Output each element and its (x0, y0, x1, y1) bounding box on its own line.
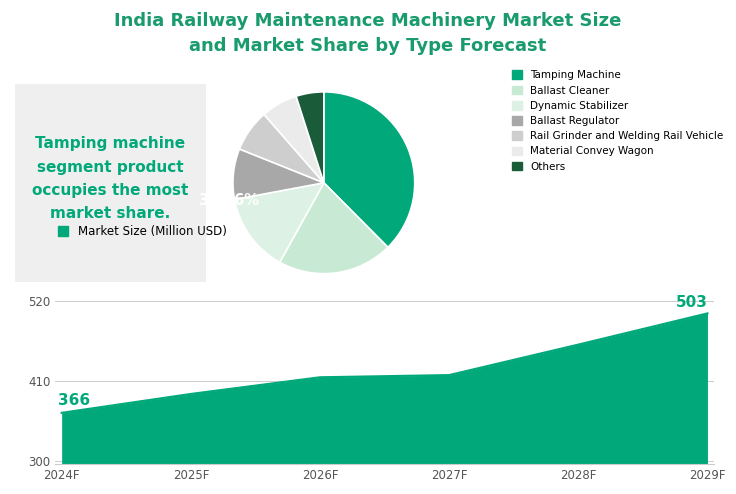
Text: 37.56%: 37.56% (198, 194, 259, 208)
Text: 366: 366 (58, 393, 90, 408)
Text: India Railway Maintenance Machinery Market Size
and Market Share by Type Forecas: India Railway Maintenance Machinery Mark… (114, 12, 622, 55)
Wedge shape (235, 183, 324, 262)
Wedge shape (280, 183, 388, 274)
Wedge shape (264, 96, 324, 183)
Legend: Tamping Machine, Ballast Cleaner, Dynamic Stabilizer, Ballast Regulator, Rail Gr: Tamping Machine, Ballast Cleaner, Dynami… (512, 71, 723, 172)
Text: 503: 503 (676, 295, 707, 310)
Wedge shape (239, 115, 324, 183)
Legend: Market Size (Million USD): Market Size (Million USD) (58, 225, 227, 238)
Wedge shape (233, 149, 324, 200)
Wedge shape (296, 92, 324, 183)
Text: Tamping machine
segment product
occupies the most
market share.: Tamping machine segment product occupies… (32, 136, 188, 221)
Wedge shape (324, 92, 414, 247)
